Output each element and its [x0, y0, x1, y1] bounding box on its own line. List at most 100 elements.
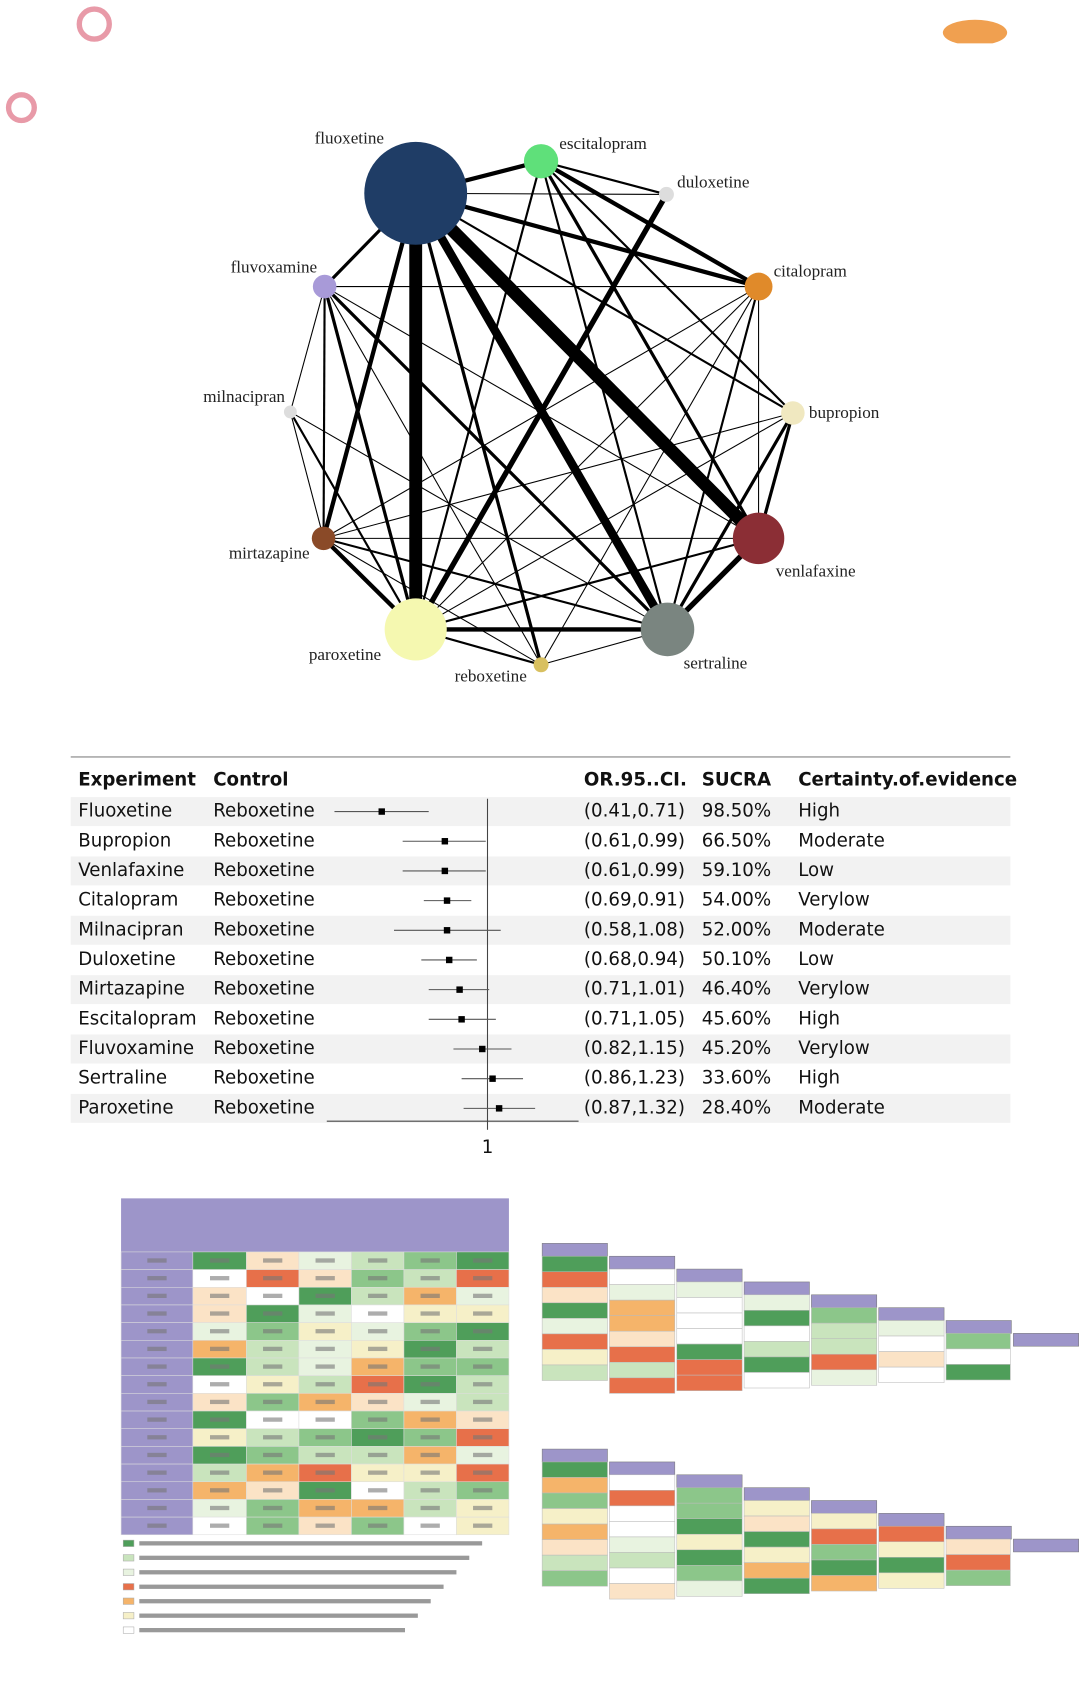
legend-text: [139, 1570, 457, 1575]
cell-text: [368, 1505, 388, 1511]
tri-cell: [541, 1554, 608, 1571]
tri-header: [743, 1487, 810, 1501]
tri-cell: [609, 1583, 676, 1600]
legend-text: [139, 1628, 406, 1633]
tri-cell: [743, 1577, 810, 1594]
tri-cell: [743, 1500, 810, 1517]
tri-header: [878, 1513, 945, 1527]
tri-cell: [743, 1310, 810, 1327]
node: [523, 144, 559, 179]
cell-text: [210, 1488, 230, 1493]
legend-swatch: [122, 1583, 135, 1591]
tri-cell: [878, 1320, 945, 1337]
tri-cell: [878, 1351, 945, 1368]
cell-text: [147, 1382, 167, 1387]
cell-text: [263, 1505, 283, 1511]
certainty: High: [798, 1008, 840, 1029]
tri-cell: [811, 1559, 878, 1576]
tri-cell: [609, 1377, 676, 1394]
cell-text: [263, 1364, 283, 1369]
cell-text: [210, 1382, 230, 1387]
cell-text: [263, 1523, 283, 1528]
node: [781, 401, 805, 425]
edge: [324, 286, 542, 666]
cell-text: [147, 1276, 167, 1281]
node-label: escitalopram: [559, 134, 647, 153]
tri-header: [1013, 1333, 1079, 1347]
node: [744, 272, 773, 301]
cell-text: [210, 1505, 230, 1511]
cell-text: [315, 1258, 335, 1263]
legend-text: [139, 1613, 418, 1618]
cell-text: [147, 1488, 167, 1493]
certainty: Verylow: [798, 979, 870, 1000]
tri-cell: [541, 1570, 608, 1587]
tri-cell: [743, 1562, 810, 1579]
tri-cell: [811, 1528, 878, 1545]
tri-header: [945, 1320, 1012, 1334]
legend-swatch: [122, 1597, 135, 1605]
ci: (0.87,1.32): [584, 1097, 685, 1118]
node-label: milnacipran: [203, 387, 285, 406]
ci: (0.71,1.01): [584, 979, 685, 1000]
tri-cell: [609, 1521, 676, 1538]
network-diagram: fluoxetine escitalopram duloxetine citalopr…: [203, 129, 880, 686]
cell-text: [368, 1399, 388, 1405]
tri-header: [676, 1268, 743, 1283]
tri-cell: [945, 1333, 1011, 1350]
cell-text: [147, 1417, 167, 1422]
row-band: [70, 975, 1011, 1005]
tri-cell: [743, 1356, 810, 1373]
cell-text: [368, 1346, 388, 1352]
tri-cell: [609, 1315, 676, 1332]
node: [732, 512, 785, 565]
experiment: Duloxetine: [78, 949, 176, 970]
tri-header: [945, 1525, 1012, 1540]
heatmap-tables: [120, 1198, 1079, 1634]
tri-cell: [609, 1362, 676, 1379]
experiment: Sertraline: [78, 1068, 167, 1089]
cell-text: [420, 1417, 440, 1422]
cell-text: [368, 1417, 388, 1422]
cell-text: [420, 1523, 440, 1528]
tri-cell: [878, 1525, 945, 1543]
certainty: Verylow: [798, 1038, 870, 1059]
ci: (0.68,0.94): [584, 949, 685, 970]
tri-cell: [609, 1330, 676, 1348]
tri-cell: [609, 1284, 676, 1301]
cell-text: [147, 1293, 167, 1298]
experiment: Fluoxetine: [78, 801, 172, 822]
sucra: 54.00%: [702, 890, 771, 911]
column-header: Experiment: [78, 770, 196, 791]
cell-text: [473, 1435, 493, 1440]
tri-cell: [609, 1474, 676, 1491]
cell-text: [473, 1488, 493, 1493]
edge: [289, 411, 417, 630]
cell-text: [210, 1470, 230, 1475]
edge: [289, 286, 326, 413]
cell-text: [210, 1329, 230, 1334]
cell-text: [263, 1382, 283, 1387]
certainty: Moderate: [798, 830, 885, 851]
cell-text: [368, 1258, 388, 1263]
edge: [322, 286, 326, 539]
edge: [414, 160, 543, 630]
cell-text: [368, 1452, 388, 1458]
tri-cell: [743, 1325, 810, 1342]
tri-cell: [676, 1374, 743, 1391]
experiment: Citalopram: [78, 890, 178, 911]
cell-text: [473, 1258, 493, 1263]
decoration: [76, 6, 112, 42]
control: Reboxetine: [213, 830, 315, 851]
node: [312, 274, 337, 299]
cell-text: [263, 1417, 283, 1422]
tri-header: [811, 1294, 878, 1308]
sucra: 28.40%: [702, 1097, 771, 1118]
node-label: bupropion: [809, 403, 880, 422]
cell-text: [368, 1311, 388, 1316]
tri-cell: [541, 1333, 608, 1350]
control: Reboxetine: [213, 1038, 315, 1059]
cell-text: [368, 1470, 388, 1475]
cell-text: [210, 1417, 230, 1422]
tri-cell: [676, 1312, 743, 1329]
